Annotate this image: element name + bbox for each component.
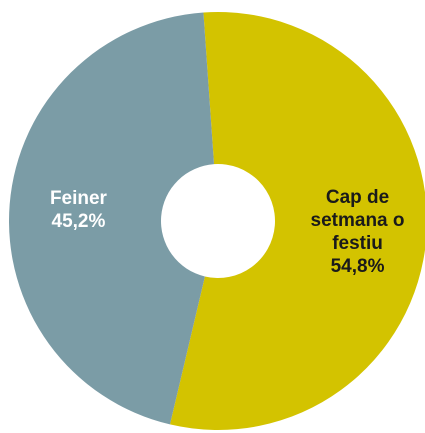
donut-slice	[8, 12, 215, 425]
value-label: 54,8%	[330, 256, 385, 278]
slice-label-box: Cap de setmana o festiu 54,8%	[298, 162, 418, 302]
category-label: Feiner	[49, 187, 107, 209]
category-label: Cap de setmana o festiu	[310, 187, 405, 255]
donut-slice	[169, 12, 425, 430]
value-label: 45,2%	[51, 210, 106, 232]
slice-label-box: Feiner 45,2%	[18, 140, 138, 280]
